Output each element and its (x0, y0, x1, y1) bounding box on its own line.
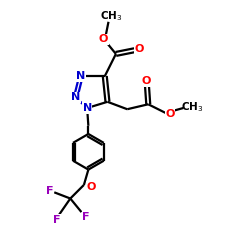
Text: O: O (165, 109, 175, 119)
Text: O: O (134, 44, 143, 54)
Text: O: O (86, 182, 96, 192)
Text: O: O (142, 76, 151, 86)
Text: CH$_3$: CH$_3$ (181, 100, 203, 114)
Text: N: N (76, 71, 86, 81)
Text: N: N (82, 103, 92, 113)
Text: F: F (46, 186, 54, 196)
Text: CH$_3$: CH$_3$ (100, 9, 122, 22)
Text: F: F (54, 215, 61, 225)
Text: O: O (99, 34, 108, 44)
Text: F: F (82, 212, 90, 222)
Text: N: N (71, 92, 80, 102)
